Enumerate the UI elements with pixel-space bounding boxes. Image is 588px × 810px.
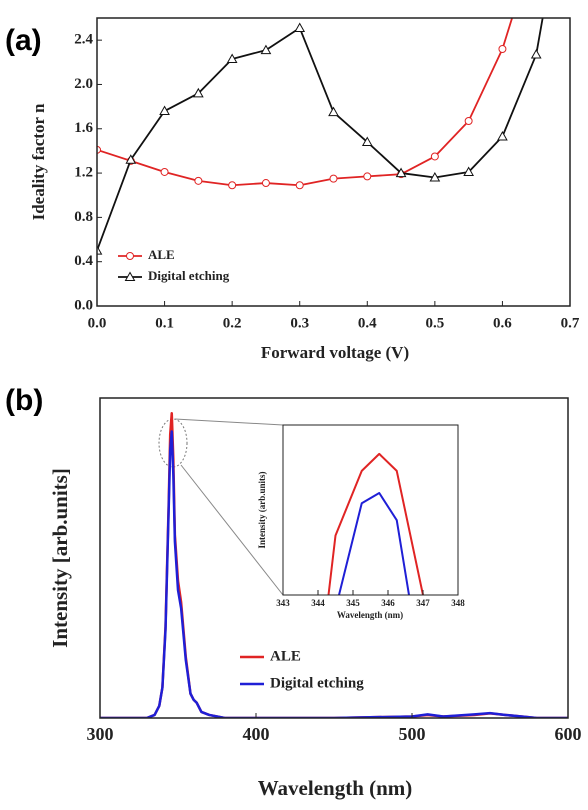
marker bbox=[228, 181, 237, 190]
series-line bbox=[327, 452, 424, 595]
y-axis-label: Intensity [arb.units] bbox=[48, 468, 72, 648]
marker bbox=[97, 145, 101, 154]
marker bbox=[125, 154, 137, 164]
x-tick-label: 0.5 bbox=[425, 315, 444, 331]
marker bbox=[294, 22, 306, 32]
series-line bbox=[100, 430, 568, 718]
x-tick-label: 344 bbox=[311, 598, 325, 608]
x-tick-label: 347 bbox=[416, 598, 430, 608]
y-tick-label: 0.4 bbox=[74, 253, 93, 269]
y-tick-label: 1.6 bbox=[74, 120, 93, 136]
marker bbox=[328, 106, 339, 117]
x-tick-label: 345 bbox=[346, 598, 360, 608]
plot-frame bbox=[99, 397, 569, 719]
marker bbox=[97, 245, 103, 255]
x-tick-label: 348 bbox=[451, 598, 465, 608]
plot-area bbox=[100, 411, 568, 718]
marker bbox=[498, 45, 507, 54]
panel-label: (a) bbox=[5, 24, 42, 57]
marker bbox=[261, 179, 270, 188]
marker bbox=[329, 174, 338, 183]
marker bbox=[260, 44, 272, 55]
plot-frame bbox=[96, 17, 571, 307]
legend-label: Digital etching bbox=[270, 675, 364, 691]
marker bbox=[193, 87, 204, 98]
x-tick-label: 0.7 bbox=[561, 315, 580, 331]
x-axis-label: Forward voltage (V) bbox=[261, 343, 409, 362]
x-tick-label: 0.1 bbox=[155, 315, 174, 331]
x-tick-label: 500 bbox=[399, 724, 426, 744]
x-tick-label: 400 bbox=[243, 724, 270, 744]
series-line bbox=[97, 18, 514, 187]
zoom-line bbox=[180, 464, 284, 596]
x-tick-label: 0.6 bbox=[493, 315, 512, 331]
zoom-line bbox=[174, 418, 284, 426]
plot-area bbox=[327, 452, 424, 595]
y-tick-label: 2.4 bbox=[74, 32, 93, 48]
marker bbox=[194, 176, 203, 185]
marker bbox=[226, 53, 238, 63]
y-tick-label: 0.0 bbox=[74, 297, 93, 313]
marker bbox=[463, 166, 474, 176]
plot-area bbox=[97, 18, 544, 255]
marker bbox=[429, 171, 441, 182]
x-tick-label: 0.4 bbox=[358, 315, 377, 331]
x-tick-label: 346 bbox=[381, 598, 395, 608]
x-axis-label: Wavelength (nm) bbox=[258, 776, 413, 800]
y-tick-label: 0.8 bbox=[74, 209, 93, 225]
x-tick-label: 0.0 bbox=[88, 315, 107, 331]
marker bbox=[361, 136, 373, 147]
y-axis-label: Ideality factor n bbox=[29, 103, 48, 220]
marker bbox=[363, 172, 372, 181]
x-tick-label: 0.3 bbox=[290, 315, 309, 331]
legend-label: Digital etching bbox=[148, 268, 230, 283]
legend-label: ALE bbox=[270, 648, 301, 664]
marker bbox=[430, 152, 439, 161]
marker bbox=[159, 105, 170, 116]
x-tick-label: 0.2 bbox=[223, 315, 242, 331]
legend-label: ALE bbox=[148, 247, 175, 262]
zoom-ellipse bbox=[158, 418, 188, 468]
marker bbox=[160, 167, 169, 176]
series-line bbox=[97, 18, 544, 251]
x-tick-label: 343 bbox=[276, 598, 290, 608]
y-tick-label: 1.2 bbox=[74, 165, 93, 181]
marker bbox=[395, 167, 407, 178]
x-axis-label: Wavelength (nm) bbox=[337, 610, 403, 620]
marker bbox=[497, 131, 508, 141]
plot-frame bbox=[282, 424, 459, 596]
panel-label: (b) bbox=[5, 384, 43, 417]
legend-marker bbox=[124, 271, 136, 281]
marker bbox=[530, 49, 542, 59]
inset-background bbox=[283, 425, 458, 595]
series-line bbox=[338, 492, 410, 595]
marker bbox=[464, 117, 473, 126]
x-tick-label: 600 bbox=[555, 724, 582, 744]
y-tick-label: 2.0 bbox=[74, 76, 93, 92]
y-axis-label: Intensity (arb.units) bbox=[257, 471, 267, 548]
legend-marker bbox=[126, 252, 134, 260]
marker bbox=[295, 181, 304, 190]
x-tick-label: 300 bbox=[87, 724, 114, 744]
